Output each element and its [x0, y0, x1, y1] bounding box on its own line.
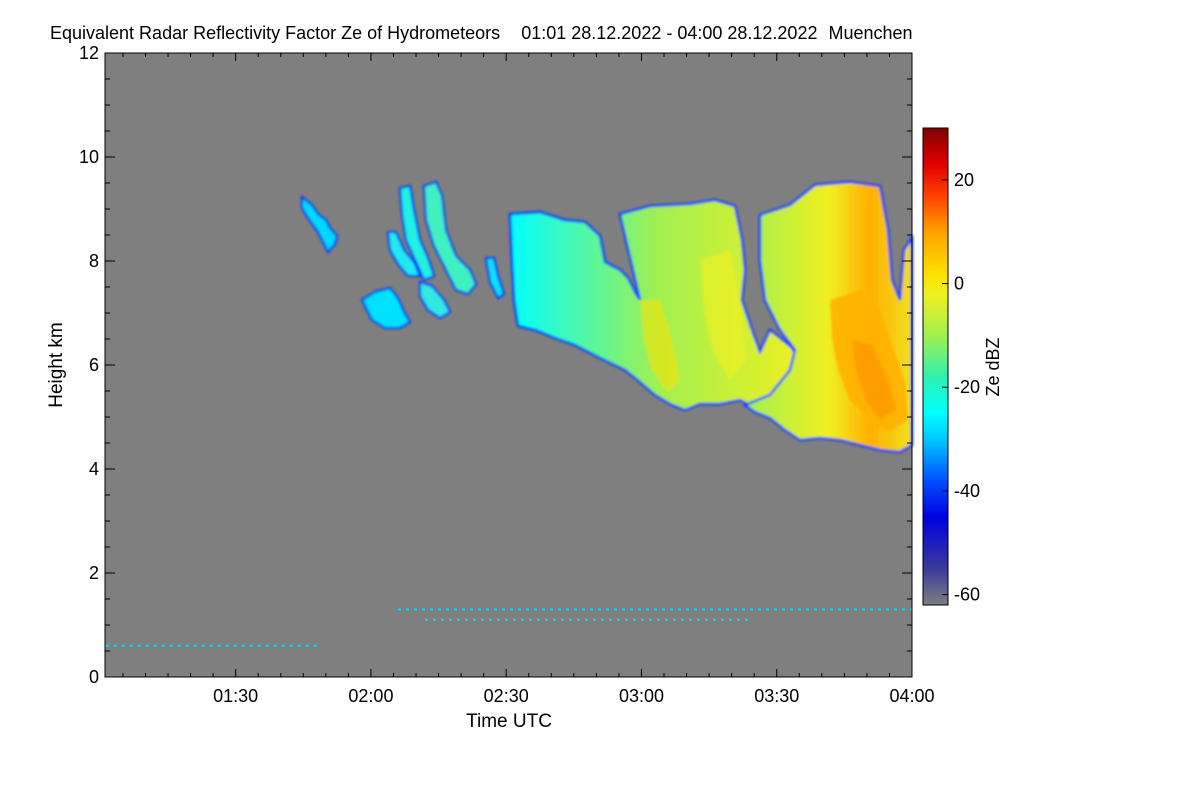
- colorbar-tick-label: 0: [954, 274, 964, 294]
- echo-streak-3: [422, 180, 478, 296]
- x-tick-label: 02:00: [348, 686, 393, 706]
- title-main: Equivalent Radar Reflectivity Factor Ze …: [50, 23, 500, 43]
- title-time-range: 01:01 28.12.2022 - 04:00 28.12.2022: [521, 23, 817, 43]
- echo-fragment-1: [301, 194, 339, 254]
- echo-warm-a: [640, 300, 680, 392]
- echo-warm-b: [700, 250, 746, 380]
- colorbar-fill: [922, 127, 949, 606]
- y-tick-label: 8: [89, 251, 99, 271]
- y-tick-label: 12: [79, 43, 99, 63]
- x-tick-label: 03:00: [619, 686, 664, 706]
- x-tick-label: 03:30: [754, 686, 799, 706]
- plot-area: [104, 52, 914, 678]
- echo-core-2: [852, 340, 896, 420]
- y-axis-label: Height km: [46, 322, 67, 408]
- x-tick-label: 04:00: [889, 686, 934, 706]
- colorbar-tick-label: -40: [954, 481, 980, 501]
- colorbar-tick-label: 20: [954, 170, 974, 190]
- x-tick-label: 01:30: [213, 686, 258, 706]
- colorbar-label: Ze dBZ: [983, 337, 1003, 396]
- echo-fragment-2: [360, 286, 412, 329]
- colorbar-ticks: -60 -40 -20 0 20: [942, 170, 980, 605]
- echo-streak-4: [419, 280, 452, 320]
- title-location: Muenchen: [828, 23, 912, 43]
- y-tick-label: 6: [89, 355, 99, 375]
- noise-layer: [105, 608, 912, 647]
- echo-layer: [301, 180, 914, 454]
- echo-streak-5: [484, 257, 506, 300]
- echo-streak-1: [386, 231, 422, 277]
- y-tick-label: 10: [79, 147, 99, 167]
- y-tick-label: 2: [89, 563, 99, 583]
- x-axis-label: Time UTC: [466, 711, 552, 732]
- x-axis: 01:30 02:00 02:30 03:00 03:30 04:00: [122, 53, 935, 706]
- colorbar-tick-label: -60: [954, 585, 980, 605]
- colorbar: -60 -40 -20 0 20 Ze dBZ: [922, 127, 1003, 606]
- colorbar-tick-label: -20: [954, 377, 980, 397]
- y-axis: 0 2 4 6 8 10 12: [79, 43, 912, 687]
- y-tick-label: 4: [89, 459, 99, 479]
- echo-streak-2: [398, 184, 436, 282]
- x-tick-label: 02:30: [484, 686, 529, 706]
- chart-title: Equivalent Radar Reflectivity Factor Ze …: [50, 23, 913, 43]
- y-tick-label: 0: [89, 667, 99, 687]
